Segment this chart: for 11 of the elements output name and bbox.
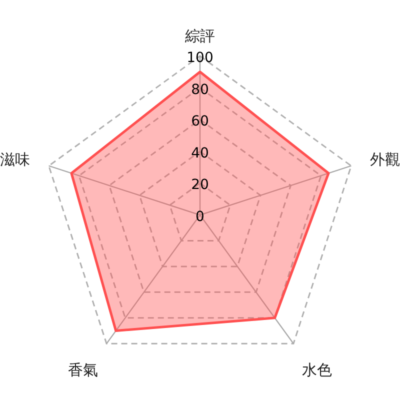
y-tick-label: 40 — [191, 145, 209, 162]
spoke-label: 滋味 — [0, 150, 30, 169]
spoke-label: 香氣 — [68, 360, 98, 379]
y-tick-label: 20 — [191, 177, 209, 194]
spoke-label: 綜評 — [184, 27, 215, 45]
spoke-label: 水色 — [302, 360, 332, 379]
y-tick-label: 80 — [191, 82, 209, 98]
y-tick-label: 100 — [186, 50, 214, 66]
y-tick-label: 0 — [196, 209, 204, 225]
spoke-label: 外觀 — [370, 150, 400, 169]
y-tick-label: 60 — [191, 114, 209, 130]
